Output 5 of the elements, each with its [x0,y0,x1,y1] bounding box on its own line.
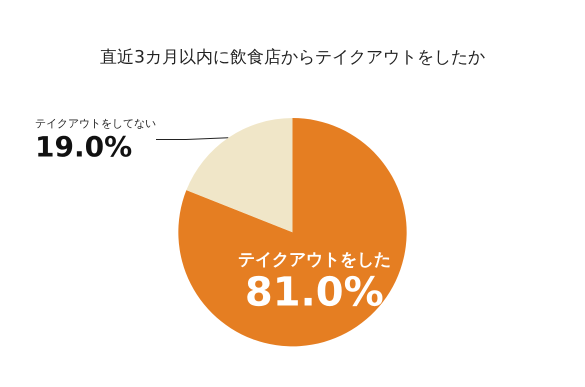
data-label: 19.0% [35,130,132,164]
chart-title: 直近3カ月以内に飲食店からテイクアウトをしたか [100,48,485,68]
slice-label: テイクアウトをしてない [35,117,156,130]
data-label: 81.0% [244,269,384,316]
slice-label: テイクアウトをした [238,250,391,270]
